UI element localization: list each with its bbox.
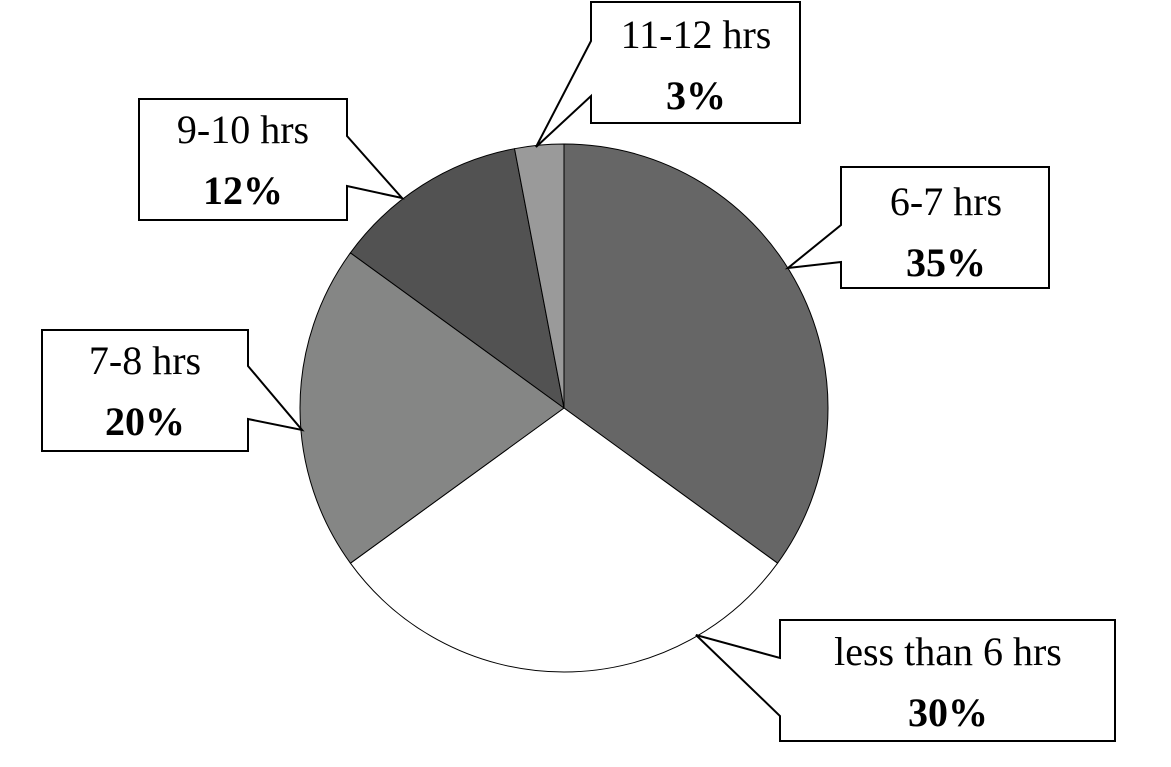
callout-value: 20%	[105, 399, 185, 444]
callout-11-12-hrs: 11-12 hrs 3%	[535, 1, 801, 148]
callout-value: 30%	[908, 690, 988, 735]
callout-6-7-hrs: 6-7 hrs 35%	[784, 166, 1050, 289]
callout-box	[138, 98, 405, 221]
callout-value: 35%	[906, 240, 986, 285]
pie-slice-less-than-6-hrs	[349, 407, 779, 673]
callout-box	[784, 166, 1050, 289]
callout-9-10-hrs: 9-10 hrs 12%	[138, 98, 405, 221]
callout-box	[535, 1, 801, 148]
pie-slice-6-7-hrs	[563, 143, 829, 564]
callout-box	[41, 329, 305, 452]
callout-less-than-6-hrs: less than 6 hrs 30%	[695, 619, 1116, 742]
callout-value: 3%	[666, 73, 726, 118]
pie-slice-7-8-hrs	[299, 252, 565, 564]
callout-label: 7-8 hrs	[89, 338, 201, 383]
pie-slices	[299, 143, 829, 673]
callout-label: 6-7 hrs	[890, 179, 1002, 224]
pie-callouts: 6-7 hrs 35% less than 6 hrs 30% 7-8 hrs …	[41, 1, 1116, 742]
callout-value: 12%	[203, 168, 283, 213]
callout-label: 9-10 hrs	[177, 107, 309, 152]
callout-label: 11-12 hrs	[621, 12, 772, 57]
callout-7-8-hrs: 7-8 hrs 20%	[41, 329, 305, 452]
pie-slice-9-10-hrs	[349, 148, 565, 409]
callout-box	[695, 619, 1116, 742]
callout-label: less than 6 hrs	[834, 629, 1062, 674]
